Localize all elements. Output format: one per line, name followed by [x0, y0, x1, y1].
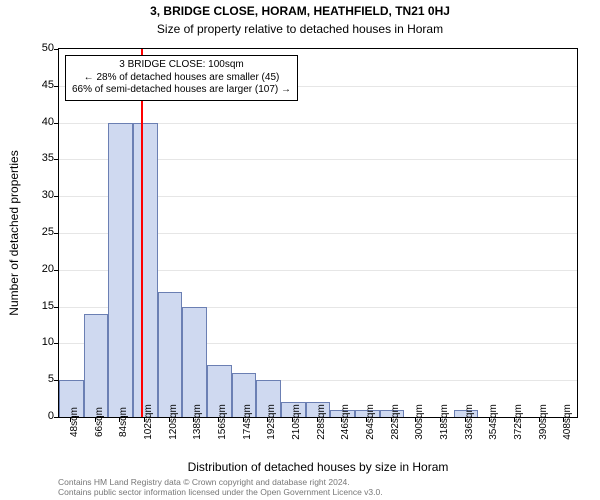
y-tick-label: 30 [42, 189, 54, 201]
x-tick-label: 174sqm [242, 404, 253, 440]
y-tick [54, 159, 59, 160]
chart-footer: Contains HM Land Registry data © Crown c… [58, 478, 383, 498]
histogram-bar [158, 292, 183, 417]
x-tick-label: 318sqm [439, 404, 450, 440]
x-tick-label: 156sqm [217, 404, 228, 440]
x-tick-label: 264sqm [365, 404, 376, 440]
x-tick-label: 210sqm [291, 404, 302, 440]
x-tick-label: 192sqm [266, 404, 277, 440]
y-tick [54, 49, 59, 50]
y-tick-label: 40 [42, 116, 54, 128]
y-tick [54, 196, 59, 197]
x-tick-label: 300sqm [414, 404, 425, 440]
histogram-bar [133, 123, 158, 417]
x-tick-label: 246sqm [340, 404, 351, 440]
histogram-bar [182, 307, 207, 417]
x-tick-label: 66sqm [94, 407, 105, 437]
y-tick-label: 5 [48, 373, 54, 385]
x-axis-label: Distribution of detached houses by size … [58, 460, 578, 474]
y-tick-label: 35 [42, 152, 54, 164]
x-tick-label: 228sqm [316, 404, 327, 440]
y-tick [54, 417, 59, 418]
x-tick-label: 102sqm [143, 404, 154, 440]
chart-title-sub: Size of property relative to detached ho… [0, 22, 600, 36]
x-tick-label: 372sqm [513, 404, 524, 440]
x-tick-label: 282sqm [390, 404, 401, 440]
y-tick [54, 307, 59, 308]
histogram-bar [84, 314, 109, 417]
annotation-line-3: 66% of semi-detached houses are larger (… [72, 84, 291, 97]
plot-area: 3 BRIDGE CLOSE: 100sqm ← 28% of detached… [58, 48, 578, 418]
y-tick-label: 15 [42, 300, 54, 312]
x-tick-label: 408sqm [562, 404, 573, 440]
x-tick-label: 120sqm [168, 404, 179, 440]
marker-line [141, 49, 143, 417]
y-tick-label: 45 [42, 79, 54, 91]
y-tick-label: 50 [42, 42, 54, 54]
y-tick [54, 86, 59, 87]
x-tick-label: 138sqm [192, 404, 203, 440]
x-tick-label: 336sqm [464, 404, 475, 440]
histogram-bar [108, 123, 133, 417]
x-tick-label: 48sqm [69, 407, 80, 437]
chart-container: 3, BRIDGE CLOSE, HORAM, HEATHFIELD, TN21… [0, 0, 600, 500]
marker-annotation-box: 3 BRIDGE CLOSE: 100sqm ← 28% of detached… [65, 55, 298, 101]
y-tick-label: 25 [42, 226, 54, 238]
y-tick [54, 270, 59, 271]
x-tick-label: 390sqm [538, 404, 549, 440]
annotation-line-2: ← 28% of detached houses are smaller (45… [72, 72, 291, 85]
footer-line-2: Contains public sector information licen… [58, 488, 383, 498]
chart-title-main: 3, BRIDGE CLOSE, HORAM, HEATHFIELD, TN21… [0, 4, 600, 18]
y-tick [54, 233, 59, 234]
y-tick-label: 0 [48, 410, 54, 422]
y-tick-label: 10 [42, 336, 54, 348]
y-tick-label: 20 [42, 263, 54, 275]
y-axis-label: Number of detached properties [7, 150, 21, 315]
y-tick [54, 343, 59, 344]
annotation-line-1: 3 BRIDGE CLOSE: 100sqm [72, 59, 291, 72]
x-tick-label: 354sqm [488, 404, 499, 440]
x-tick-label: 84sqm [118, 407, 129, 437]
y-tick [54, 123, 59, 124]
